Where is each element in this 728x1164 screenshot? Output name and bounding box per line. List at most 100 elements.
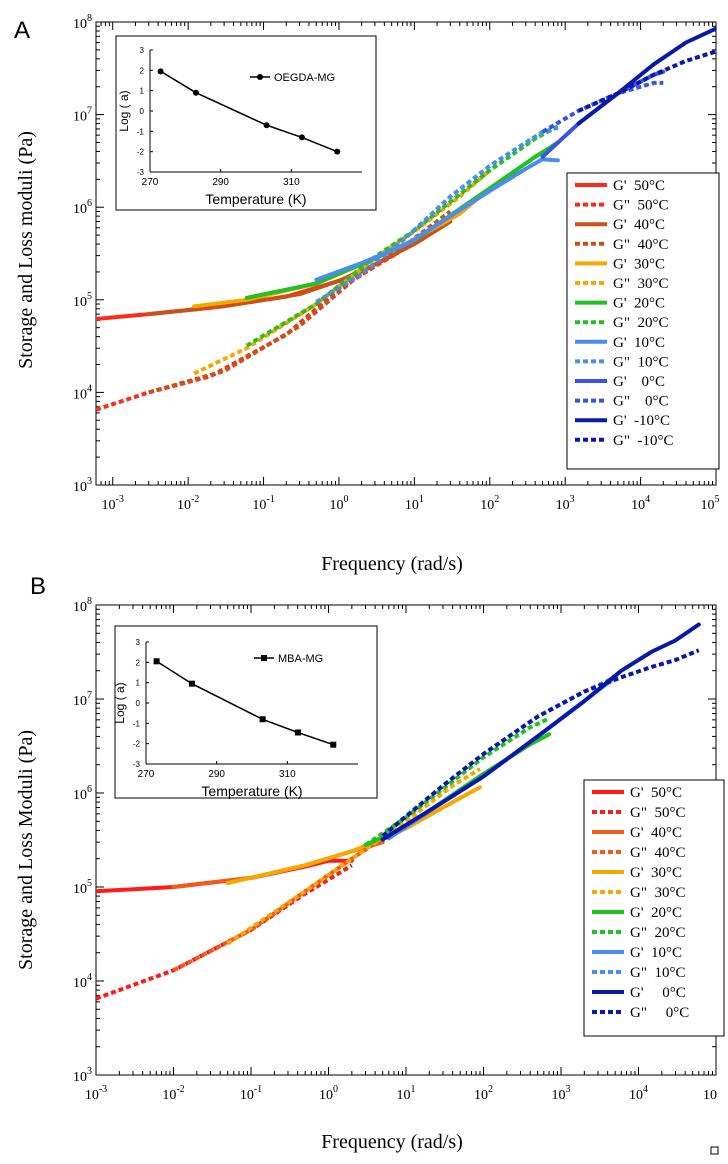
x-tick-label: 10 [703,1088,717,1103]
legend-label: G' 40°C [630,825,682,841]
legend-label: G' 30°C [630,865,682,881]
legend-label: G" 10°C [613,354,668,370]
series-line-11 [380,622,701,842]
legend-label: G" 40°C [613,237,668,253]
x-axis: 10-3 10-2 10-1 100 101 102 103 104 10 [85,605,717,1103]
panel-letter: A [14,17,30,44]
legend-label: G" 30°C [613,276,668,292]
legend-label: G' 50°C [630,785,682,801]
inset-y-tick-label: -2 [133,740,141,749]
inset-y-tick-label: 3 [136,638,141,647]
legend-label: G' 20°C [630,905,682,921]
legend-label: G" 30°C [630,885,685,901]
inset-point [188,680,195,687]
x-axis-title: Frequency (rad/s) [321,1131,463,1153]
x-axis-title: Frequency (rad/s) [321,553,463,575]
inset-y-tick-label: 3 [140,46,145,55]
series-line-4 [172,836,384,973]
series-line-13 [576,26,716,126]
legend-label: G" 0°C [630,1005,689,1021]
inset-point [157,68,164,75]
x-tick-label: 103 [556,494,575,513]
inset-y-tick-label: -1 [137,127,145,136]
inset-frame [114,625,378,799]
panel-b: B10-3 10-2 10-1 100 101 102 103 104 101031041051… [15,573,725,1153]
inset-y-axis-title: Log ( a) [117,90,131,131]
y-tick-label: 108 [73,13,92,32]
legend-label: G" 50°C [613,198,668,214]
y-tick-label: 104 [73,383,92,402]
y-tick-label: 106 [73,198,92,217]
x-axis: 10-3 10-2 10-1 100 101 102 103 104 105 [95,22,720,513]
legend-label: G' -10°C [613,413,670,429]
legend-label: G' 30°C [613,256,665,272]
y-axis-title: Storage and Loss Moduli (Pa) [15,730,37,970]
x-tick-label: 100 [329,494,348,513]
inset-y-tick-label: 2 [136,658,141,667]
series-line-9 [314,157,560,282]
x-tick-label: 10-1 [252,494,274,513]
x-tick-label: 10-3 [85,1084,107,1103]
legend-label: G" 20°C [613,315,668,331]
series-line-10 [315,125,559,304]
x-tick-label: 10-2 [177,494,199,513]
x-tick-label: 104 [631,494,650,513]
inset-y-tick-label: -3 [137,168,145,177]
inset-legend-marker [261,655,267,661]
inset-y-tick-label: -1 [133,719,141,728]
inset-point [334,148,341,155]
x-tick-label: 104 [629,1084,648,1103]
inset-x-tick-label: 270 [138,769,155,780]
x-tick-label: 10-1 [240,1084,262,1103]
series-line-8 [364,716,550,847]
series-line-14 [577,49,716,113]
y-axis-title: Storage and Loss moduli (Pa) [15,131,37,369]
inset-y-tick-label: 1 [136,679,141,688]
series-line-12 [381,648,700,838]
inset-x-axis-title: Temperature (K) [201,783,302,799]
inset-y-tick-label: 1 [140,87,145,96]
panel-a: A10-3 10-2 10-1 100 101 102 103 104 105103104105… [14,13,720,575]
legend-label: G" 20°C [630,925,685,941]
inset-legend-label: MBA-MG [278,653,323,665]
inset-y-tick-label: 2 [140,66,145,75]
inset-x-tick-label: 290 [208,769,225,780]
legend-label: G' 10°C [613,335,665,351]
inset-point [263,122,270,129]
legend-label: G" -10°C [613,433,673,449]
y-tick-label: 107 [73,690,92,709]
inset-frame [115,35,377,211]
inset-point [298,134,305,141]
x-tick-label: 10-3 [102,494,124,513]
legend-label: G" 0°C [613,394,668,410]
inset-y-tick-label: -3 [133,760,141,769]
inset-point [259,716,266,723]
legend-label: G' 40°C [613,217,665,233]
inset-x-tick-label: 310 [279,769,296,780]
legend-label: G' 0°C [613,374,665,390]
x-tick-label: 100 [319,1084,338,1103]
inset-y-tick-label: -2 [137,148,145,157]
inset-y-axis-title: Log ( a) [113,682,127,723]
x-tick-label: 101 [397,1084,416,1103]
inset-legend-marker [257,74,263,80]
y-tick-label: 108 [73,596,92,615]
series-group [96,622,701,1001]
series-group [96,26,716,412]
legend-label: G" 40°C [630,845,685,861]
inset-point [294,729,301,736]
legend-label: G' 20°C [613,296,665,312]
inset-y-tick-label: 0 [136,699,141,708]
y-tick-label: 103 [73,1066,92,1085]
series-line-6 [226,767,482,946]
x-tick-label: 102 [480,494,499,513]
x-tick-label: 105 [701,494,720,513]
legend-label: G" 10°C [630,965,685,981]
y-tick-label: 103 [73,476,92,495]
legend-label: G' 50°C [613,178,665,194]
legend-label: G' 0°C [630,985,686,1001]
